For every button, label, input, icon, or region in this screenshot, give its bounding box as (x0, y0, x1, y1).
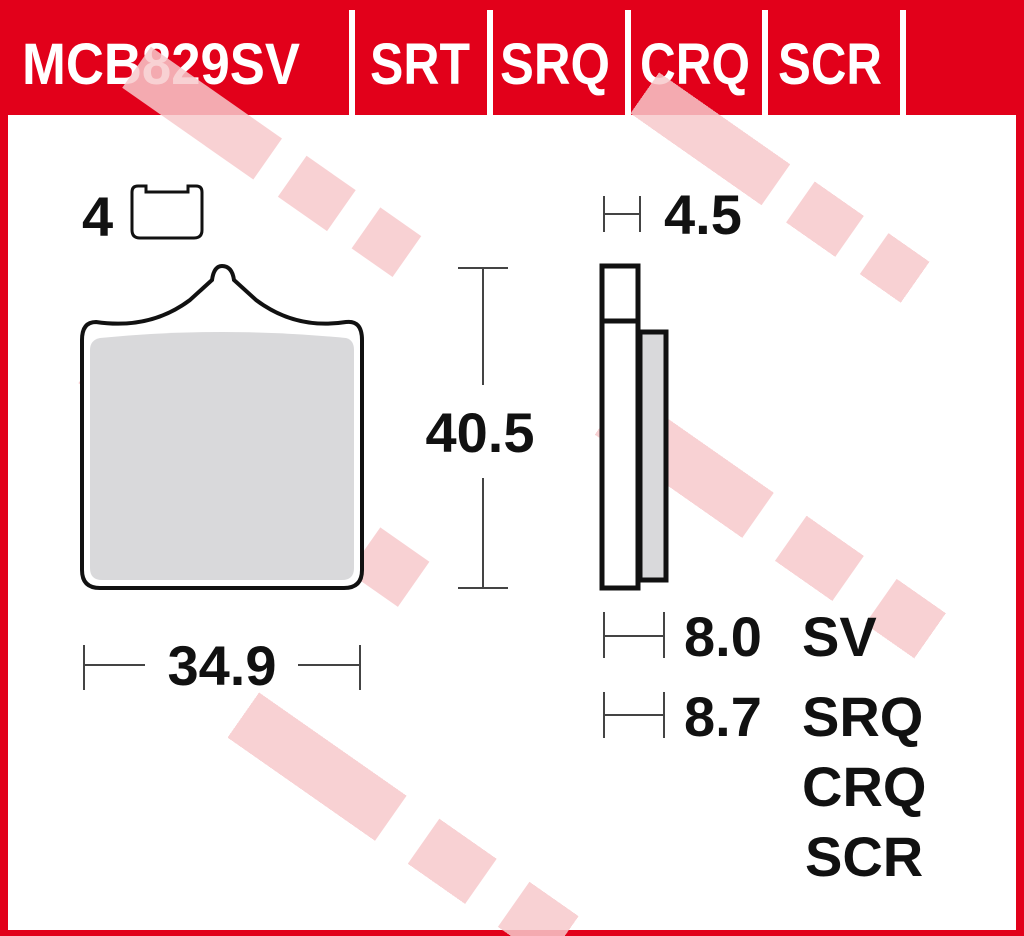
thickness-dimension-line-1 (603, 612, 665, 658)
thickness-compound-crq: CRQ (802, 755, 926, 818)
backplate-dimension-line (603, 196, 641, 232)
compound-scr: SCR (778, 32, 882, 97)
thickness-value-2: 8.7 (684, 685, 762, 748)
brake-pad-outline-icon (130, 184, 204, 240)
thickness-compound-srq: SRQ (802, 685, 923, 748)
thickness-compound-sv: SV (802, 605, 877, 668)
height-value: 40.5 (426, 401, 535, 464)
friction-side-view (637, 329, 669, 583)
backplate-side-view (599, 263, 641, 591)
width-dimension-line (83, 645, 361, 690)
header-separators (349, 10, 906, 115)
thickness-value-1: 8.0 (684, 605, 762, 668)
thickness-dimension-line-2 (603, 692, 665, 738)
compound-srq: SRQ (500, 32, 610, 97)
height-dimension-line (458, 267, 508, 589)
width-value: 34.9 (168, 634, 277, 697)
thickness-compound-scr: SCR (805, 825, 923, 888)
friction-material (90, 332, 354, 580)
compound-srt: SRT (370, 32, 470, 97)
pad-count: 4 (82, 185, 113, 248)
backplate-thickness-value: 4.5 (664, 183, 742, 246)
